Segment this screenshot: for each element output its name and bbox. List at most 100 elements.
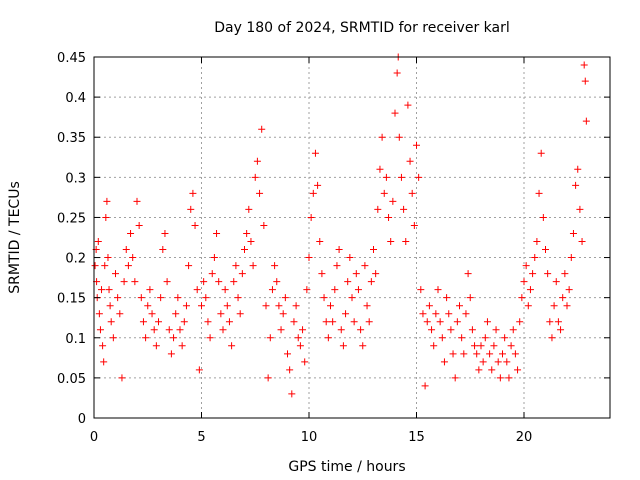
- data-point: [195, 366, 203, 374]
- data-point: [415, 173, 423, 181]
- data-point: [320, 294, 328, 302]
- data-point: [581, 77, 589, 85]
- data-point: [142, 334, 150, 342]
- data-point: [167, 350, 175, 358]
- data-point: [112, 270, 119, 278]
- data-point: [374, 205, 382, 213]
- data-point: [331, 286, 339, 294]
- data-point: [520, 278, 528, 286]
- data-point: [438, 334, 446, 342]
- data-point: [385, 213, 393, 221]
- data-point: [576, 205, 584, 213]
- data-point: [421, 382, 429, 390]
- data-point: [524, 302, 532, 310]
- data-point: [223, 302, 231, 310]
- axis-ticks: 0 0.05 0.1 0.15 0.2 0.25 0.3 0.35 0.4 0.45 0 5 10 15 2…: [57, 51, 610, 445]
- data-point: [395, 133, 403, 141]
- data-point: [428, 326, 436, 334]
- data-point: [522, 262, 530, 270]
- data-point: [393, 69, 401, 77]
- data-point: [471, 342, 479, 350]
- data-point: [161, 229, 169, 237]
- data-point: [580, 61, 588, 69]
- data-point: [413, 141, 420, 149]
- data-point: [425, 302, 433, 310]
- data-point: [473, 350, 481, 358]
- data-point: [215, 278, 223, 286]
- data-point: [499, 350, 506, 358]
- x-axis-label: GPS time / hours: [288, 459, 405, 475]
- data-point: [483, 318, 491, 326]
- data-point: [518, 294, 526, 302]
- data-point: [468, 326, 476, 334]
- data-point: [191, 221, 199, 229]
- data-point: [137, 294, 145, 302]
- data-point: [245, 205, 253, 213]
- data-point: [348, 294, 356, 302]
- data-point: [107, 318, 115, 326]
- data-point: [447, 326, 455, 334]
- data-point: [488, 366, 496, 374]
- data-point: [116, 310, 124, 318]
- data-point: [103, 197, 111, 205]
- data-point: [217, 310, 225, 318]
- data-point: [193, 286, 201, 294]
- data-point: [266, 334, 274, 342]
- data-point: [144, 302, 152, 310]
- data-point: [146, 286, 154, 294]
- data-point: [290, 318, 298, 326]
- data-point: [423, 318, 431, 326]
- y-tick-label: 0.1: [65, 332, 86, 347]
- data-point: [494, 358, 502, 366]
- data-point: [104, 254, 112, 262]
- grid: [94, 57, 610, 418]
- data-point: [354, 286, 362, 294]
- x-tick-label: 0: [90, 430, 98, 445]
- data-point: [419, 310, 427, 318]
- data-point: [430, 342, 438, 350]
- data-point: [318, 270, 326, 278]
- data-point: [152, 342, 160, 350]
- x-tick-label: 15: [408, 430, 425, 445]
- data-point: [456, 302, 463, 310]
- data-point: [99, 342, 107, 350]
- y-tick-label: 0.05: [57, 372, 86, 387]
- data-point: [440, 358, 448, 366]
- data-point: [230, 278, 238, 286]
- data-point: [529, 270, 537, 278]
- data-point: [238, 270, 246, 278]
- data-point: [410, 221, 418, 229]
- data-point: [490, 342, 498, 350]
- data-point: [273, 278, 281, 286]
- data-point: [339, 342, 347, 350]
- data-point: [352, 270, 360, 278]
- data-point: [96, 326, 104, 334]
- y-tick-label: 0.15: [57, 292, 86, 307]
- y-tick-label: 0: [78, 412, 86, 427]
- data-point: [436, 318, 444, 326]
- data-point: [101, 262, 109, 270]
- data-point: [127, 229, 135, 237]
- x-tick-label: 10: [301, 430, 318, 445]
- data-point: [219, 326, 227, 334]
- data-point: [241, 246, 248, 254]
- data-point: [301, 358, 309, 366]
- data-point: [155, 318, 162, 326]
- data-point: [382, 173, 390, 181]
- chart-title: Day 180 of 2024, SRMTID for receiver kar…: [214, 20, 510, 36]
- data-point: [316, 238, 324, 246]
- data-point: [311, 149, 319, 157]
- data-point: [357, 326, 365, 334]
- data-point: [460, 350, 468, 358]
- data-point: [578, 238, 586, 246]
- data-point: [221, 286, 229, 294]
- data-point: [408, 189, 416, 197]
- data-point: [122, 246, 130, 254]
- data-point: [350, 318, 358, 326]
- data-point: [294, 334, 302, 342]
- data-point: [118, 374, 126, 382]
- data-point: [172, 310, 180, 318]
- data-point: [361, 262, 369, 270]
- data-point: [367, 278, 375, 286]
- data-point: [462, 310, 470, 318]
